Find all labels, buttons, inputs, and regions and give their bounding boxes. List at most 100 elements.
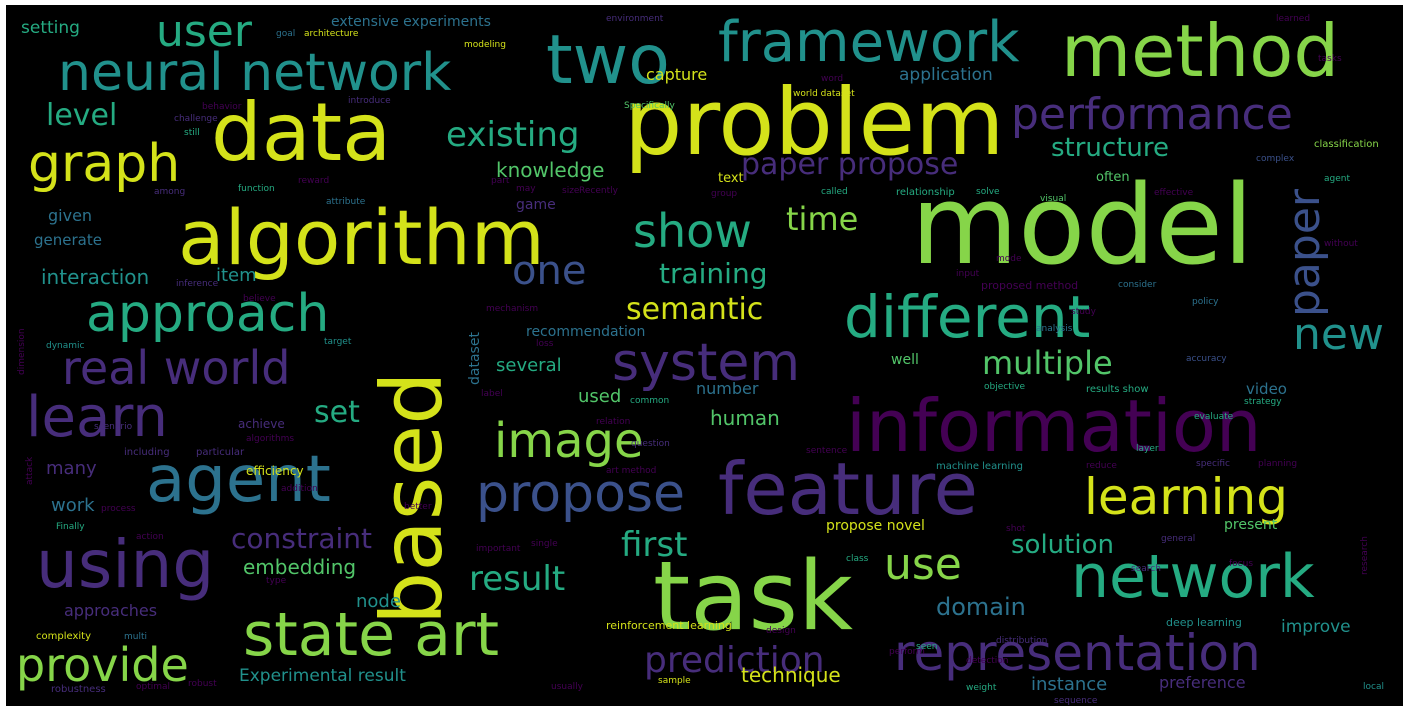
word-word: word xyxy=(821,74,844,84)
word-improve: improve xyxy=(1281,617,1351,637)
word-multi: multi xyxy=(124,632,148,642)
word-evaluate: evaluate xyxy=(1194,412,1234,422)
word-relationship: relationship xyxy=(896,187,955,198)
word-node: node xyxy=(356,591,401,612)
word-results-show: results show xyxy=(1086,384,1149,395)
word-human: human xyxy=(710,406,780,430)
word-label: label xyxy=(481,389,503,399)
word-tasks: tasks xyxy=(1318,54,1342,64)
word-graph: graph xyxy=(28,134,181,194)
word-addition: addition xyxy=(281,484,318,494)
word-type: type xyxy=(266,576,287,586)
word-provide: provide xyxy=(16,638,189,692)
word-sample: sample xyxy=(658,676,691,686)
word-neural-network: neural network xyxy=(58,43,452,103)
word-world-dataset: world dataset xyxy=(793,89,855,99)
word-multiple: multiple xyxy=(982,344,1113,382)
word-number: number xyxy=(696,379,759,398)
word-semantic: semantic xyxy=(626,292,764,327)
word-important: important xyxy=(476,544,521,554)
word-two: two xyxy=(546,21,670,100)
word-perform: perform xyxy=(889,647,925,657)
word-target: target xyxy=(324,337,352,347)
word-relation: relation xyxy=(596,417,631,427)
word-extensive-experiments: extensive experiments xyxy=(331,14,491,30)
word-objective: objective xyxy=(984,382,1026,392)
word-including: including xyxy=(124,447,170,458)
word-question: question xyxy=(631,439,670,449)
word-analysis: analysis xyxy=(1036,324,1073,334)
word-text: text xyxy=(718,171,744,186)
word-embedding: embedding xyxy=(243,555,357,579)
word-attack: attack xyxy=(25,456,35,485)
word-scenario: scenario xyxy=(94,422,133,432)
word-first: first xyxy=(621,525,688,565)
word-one: one xyxy=(512,248,587,294)
word-proposed-method: proposed method xyxy=(981,279,1079,292)
word-show: show xyxy=(633,204,752,258)
word-recommendation: recommendation xyxy=(526,324,646,340)
word-setting: setting xyxy=(21,18,80,38)
word-paper: paper xyxy=(1279,189,1330,317)
word-visual: visual xyxy=(1040,194,1067,204)
word-distribution: distribution xyxy=(996,636,1048,646)
word-existing: existing xyxy=(446,115,580,155)
word-robustness: robustness xyxy=(51,684,106,695)
word-system: system xyxy=(612,333,800,393)
word-given: given xyxy=(48,206,93,225)
word-level: level xyxy=(46,98,118,133)
word-preference: preference xyxy=(1159,673,1246,692)
word-agent-small: agent xyxy=(1324,174,1350,184)
word-effective: effective xyxy=(1154,188,1194,198)
word-sequence: sequence xyxy=(1054,696,1098,706)
word-reduce: reduce xyxy=(1086,461,1117,471)
word-process: process xyxy=(101,504,136,514)
word-item: item xyxy=(216,265,257,286)
word-specifically: Specifically xyxy=(624,101,675,111)
word-policy: policy xyxy=(1192,297,1219,307)
word-task: task xyxy=(653,542,853,652)
word-strategy: strategy xyxy=(1244,397,1282,407)
word-environment: environment xyxy=(606,14,664,24)
word-work: work xyxy=(51,495,95,516)
word-mode: mode xyxy=(996,254,1022,264)
word-model: model xyxy=(911,161,1254,289)
word-video: video xyxy=(1246,380,1287,398)
word-user: user xyxy=(156,6,252,57)
word-application: application xyxy=(899,65,993,85)
word-better: better xyxy=(404,502,432,512)
word-based: based xyxy=(363,371,461,625)
word-framework: framework xyxy=(718,10,1020,75)
word-learned: learned xyxy=(1276,14,1311,24)
word-different: different xyxy=(844,283,1091,351)
word-still: still xyxy=(184,128,200,138)
word-robust: robust xyxy=(188,679,217,689)
word-deep-learning: deep learning xyxy=(1166,616,1242,629)
word-focus: focus xyxy=(1229,559,1254,569)
word-set: set xyxy=(314,395,360,430)
word-input: input xyxy=(956,269,980,279)
word-capture: capture xyxy=(646,65,708,84)
word-action: action xyxy=(136,532,164,542)
word-often: often xyxy=(1096,170,1130,185)
word-function: function xyxy=(238,184,275,194)
word-called: called xyxy=(821,187,848,197)
word-goal: goal xyxy=(276,29,296,39)
word-new: new xyxy=(1293,309,1384,360)
word-local: local xyxy=(1363,682,1384,692)
word-paper-propose: paper propose xyxy=(741,147,959,182)
word-real-world: real world xyxy=(62,341,291,395)
word-reward: reward xyxy=(298,176,330,186)
word-many: many xyxy=(46,458,97,479)
word-machine-learning: machine learning xyxy=(936,461,1023,472)
word-several: several xyxy=(496,355,562,376)
word-dataset: dataset xyxy=(467,332,483,385)
word-constraint: constraint xyxy=(231,522,373,555)
word-approach: approach xyxy=(86,284,330,344)
word-mechanism: mechanism xyxy=(486,304,539,314)
word-particular: particular xyxy=(196,447,245,458)
word-generate: generate xyxy=(34,231,102,249)
word-class: class xyxy=(846,554,869,564)
word-believe: believe xyxy=(243,294,276,304)
word-using: using xyxy=(36,526,215,603)
